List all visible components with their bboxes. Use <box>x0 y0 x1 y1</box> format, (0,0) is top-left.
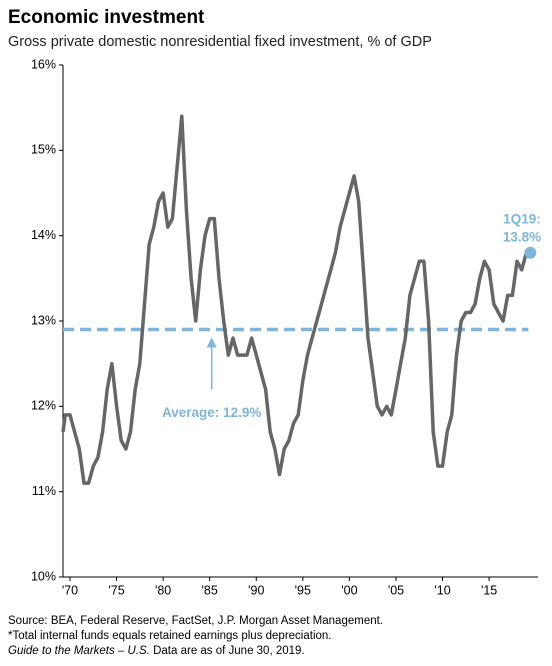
x-tick-label: '10 <box>434 583 450 597</box>
x-tick-label: '70 <box>62 583 78 597</box>
arrow-head <box>206 337 217 348</box>
y-tick-label: 15% <box>31 143 56 157</box>
y-tick-label: 12% <box>31 399 56 413</box>
footnote: Source: BEA, Federal Reserve, FactSet, J… <box>8 615 383 627</box>
x-tick-label: '90 <box>248 583 264 597</box>
y-tick-label: 11% <box>32 484 56 498</box>
line-series <box>61 114 529 485</box>
x-tick-label: '85 <box>202 583 218 597</box>
chart-subtitle: Gross private domestic nonresidential fi… <box>8 34 432 50</box>
x-tick-label: '00 <box>341 583 357 597</box>
x-tick-label: '75 <box>108 583 124 597</box>
y-tick-label: 16% <box>31 57 56 71</box>
annotation: 1Q19: <box>503 212 541 227</box>
footnote: Guide to the Markets – U.S. Data are as … <box>8 645 305 657</box>
y-tick-label: 14% <box>31 228 56 242</box>
last-point <box>524 246 537 259</box>
x-tick-label: '95 <box>295 583 311 597</box>
footnote: *Total internal funds equals retained ea… <box>8 630 332 642</box>
x-tick-label: '05 <box>388 583 404 597</box>
x-tick-label: '80 <box>155 583 171 597</box>
x-tick-label: '15 <box>481 583 497 597</box>
annotation: 13.8% <box>503 230 541 245</box>
footnote-italic: Guide to the Markets – U.S. <box>8 645 150 657</box>
y-tick-label: 10% <box>31 569 56 583</box>
annotation: Average: 12.9% <box>162 405 261 420</box>
y-tick-label: 13% <box>31 313 56 327</box>
footnote-date: Data are as of June 30, 2019. <box>150 645 305 657</box>
chart-title: Economic investment <box>8 7 205 28</box>
